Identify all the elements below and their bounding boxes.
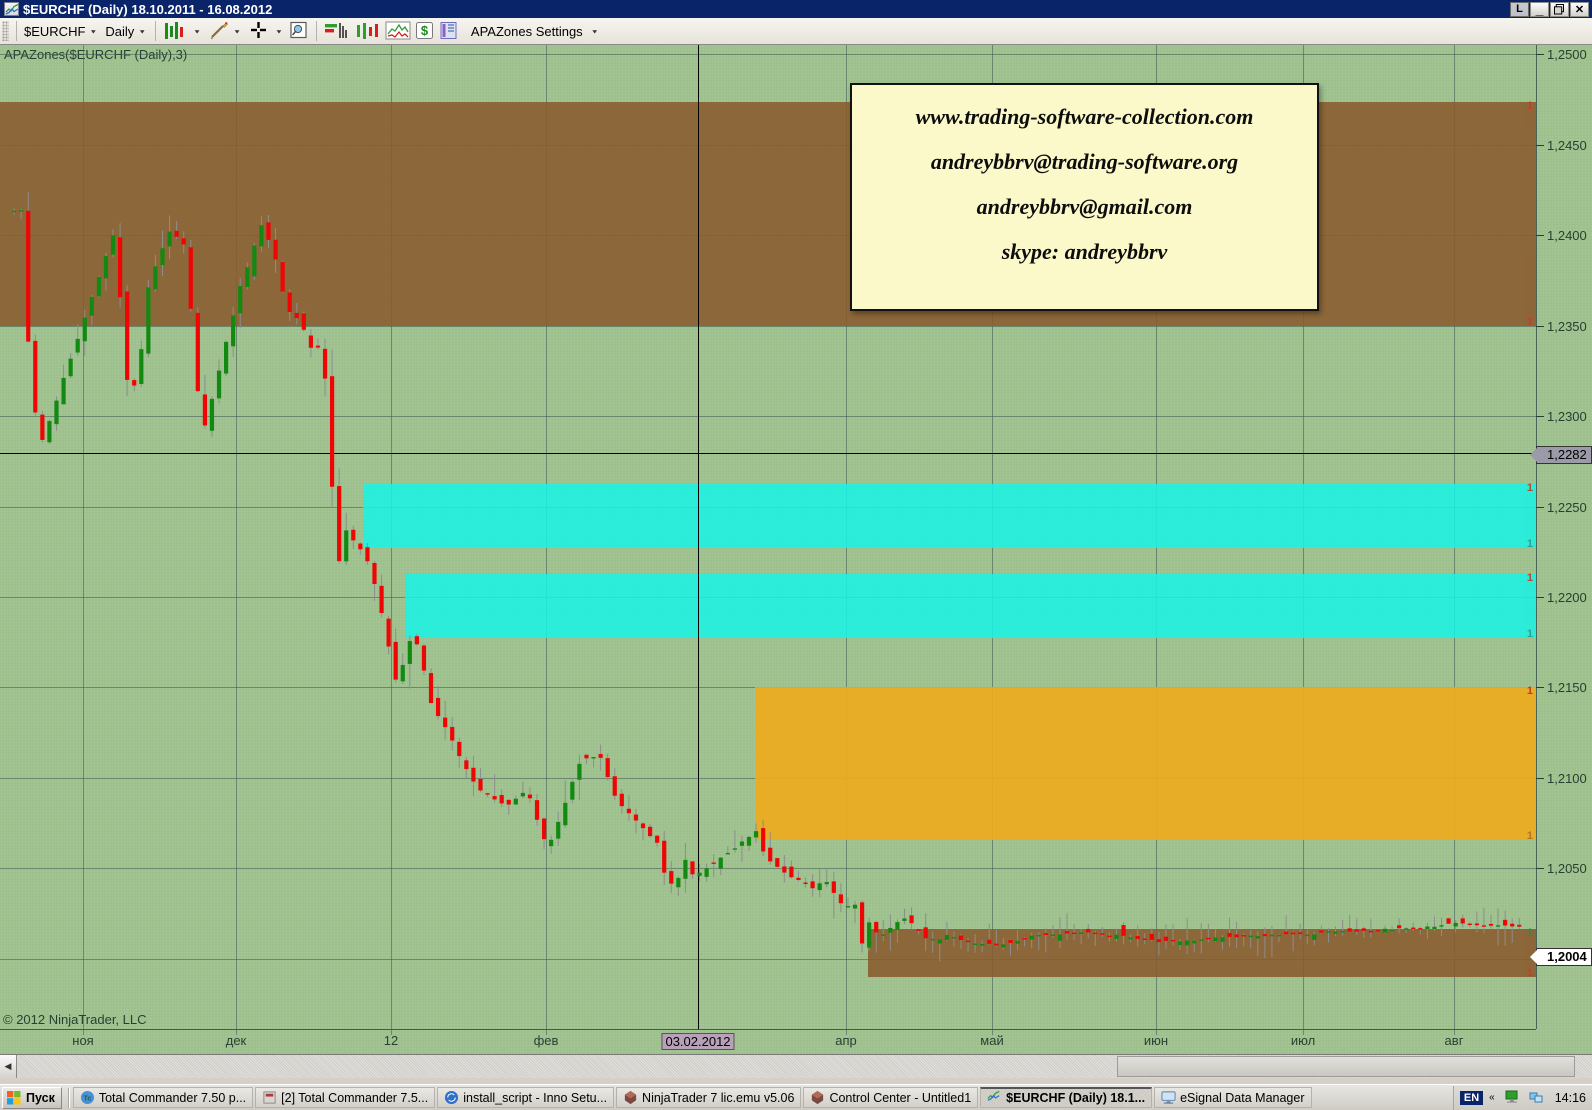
svg-text:Tc: Tc	[83, 1093, 91, 1102]
svg-text:$: $	[421, 23, 429, 38]
